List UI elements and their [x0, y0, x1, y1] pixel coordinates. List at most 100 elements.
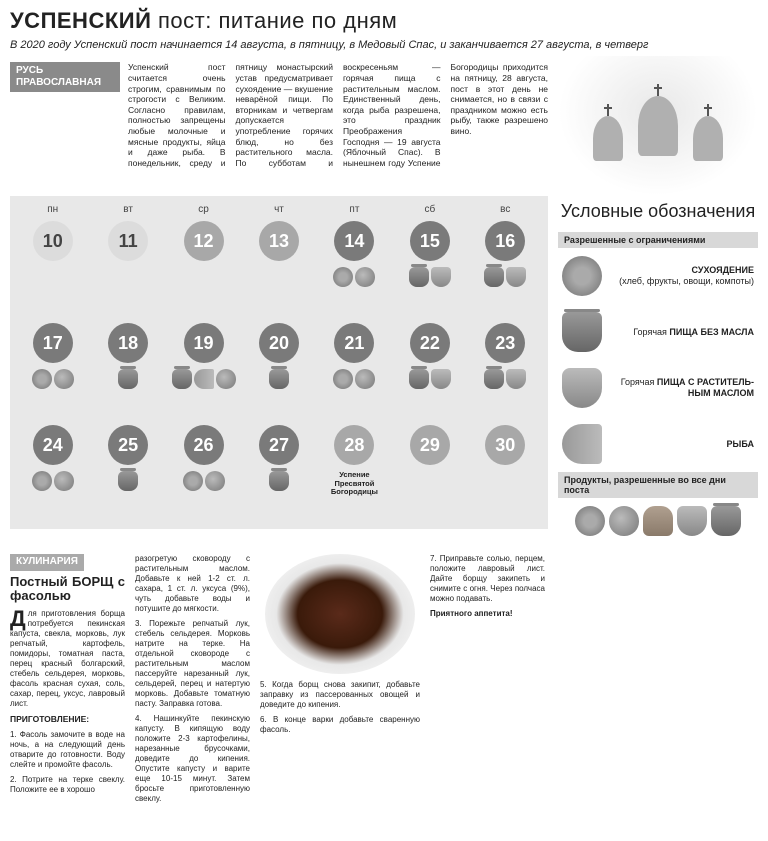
page-root: УСПЕНСКИЙ пост: питание по дням В 2020 г…: [0, 0, 768, 819]
cabbage-icon: [32, 471, 52, 491]
title-bold: УСПЕНСКИЙ: [10, 8, 151, 33]
food-icons: [269, 369, 289, 389]
intro-block: РУСЬ ПРАВОСЛАВНАЯ Успенский пост считает…: [0, 56, 558, 196]
recipe-ingredients: Для приготовления борща потребуется пеки…: [10, 609, 125, 709]
page-subtitle: В 2020 году Успенский пост начинается 14…: [10, 38, 758, 52]
day-number: 16: [485, 221, 525, 261]
oil-icon: [506, 369, 526, 389]
weekday-label: сб: [395, 204, 464, 215]
calendar-cell: 10: [18, 221, 87, 317]
legend-item: РЫБА: [558, 416, 758, 472]
recipe-col-1: КУЛИНАРИЯ Постный БОРЩ с фасолью Для при…: [10, 554, 125, 800]
pot-icon: [269, 471, 289, 491]
recipe-step-3: 3. Порежьте репчатый лук, стебель сельде…: [135, 619, 250, 709]
recipe-col-4: 7. Приправьте солью, перцем, положите ла…: [430, 554, 545, 624]
food-icons: [183, 471, 225, 491]
allowed-foods-row: [558, 498, 758, 544]
oil-icon: [677, 506, 707, 536]
recipe-step-2: 2. Потрите на терке свеклу. Положите ее …: [10, 775, 125, 795]
recipe-label: КУЛИНАРИЯ: [10, 554, 84, 571]
food-icons: [32, 369, 74, 389]
day-number: 13: [259, 221, 299, 261]
pot-icon: [711, 506, 741, 536]
legend-text: Горячая ПИЩА С РАСТИТЕЛЬ-НЫМ МАСЛОМ: [610, 377, 754, 399]
legend-items: СУХОЯДЕНИЕ(хлеб, фрукты, овощи, компоты)…: [558, 248, 758, 472]
calendar-cell: 30: [471, 425, 540, 521]
intro-label: РУСЬ ПРАВОСЛАВНАЯ: [10, 62, 120, 92]
calendar-cell: 13: [244, 221, 313, 317]
day-number: 12: [184, 221, 224, 261]
day-number: 21: [334, 323, 374, 363]
recipe-step-2b: разогретую сковороду с растительным масл…: [135, 554, 250, 614]
pot-icon: [409, 267, 429, 287]
calendar-cell: 14: [320, 221, 389, 317]
pot-icon: [484, 267, 504, 287]
legend-text: СУХОЯДЕНИЕ(хлеб, фрукты, овощи, компоты): [610, 265, 754, 287]
day-number: 19: [184, 323, 224, 363]
day-number: 29: [410, 425, 450, 465]
weekday-label: пн: [18, 204, 87, 215]
apple-icon: [355, 267, 375, 287]
calendar-cell: 22: [395, 323, 464, 419]
oil-icon: [431, 267, 451, 287]
recipe-row: КУЛИНАРИЯ Постный БОРЩ с фасолью Для при…: [0, 544, 768, 819]
food-icons: [172, 369, 236, 389]
day-number: 22: [410, 323, 450, 363]
weekday-label: вт: [93, 204, 162, 215]
pot-icon: [118, 471, 138, 491]
pot-icon: [172, 369, 192, 389]
day-number: 25: [108, 425, 148, 465]
food-icons: [118, 471, 138, 491]
legend-panel: Условные обозначения Разрешенные с огран…: [558, 196, 758, 544]
calendar-cell: 23: [471, 323, 540, 419]
calendar-cell: 12: [169, 221, 238, 317]
oil-icon: [431, 369, 451, 389]
food-icons: [333, 267, 375, 287]
recipe-step-1: 1. Фасоль замочите в воде на ночь, а на …: [10, 730, 125, 770]
calendar-cell: 19: [169, 323, 238, 419]
day-number: 28: [334, 425, 374, 465]
weekday-label: вс: [471, 204, 540, 215]
title-rest: пост: питание по дням: [151, 8, 397, 33]
calendar-cell: 29: [395, 425, 464, 521]
food-icons: [118, 369, 138, 389]
apple-icon: [609, 506, 639, 536]
recipe-step-5: 5. Когда борщ снова закипит, добавьте за…: [260, 680, 420, 710]
legend-section-allowed: Продукты, разрешенные во все дни поста: [558, 472, 758, 498]
main-row: пнвтсрчтптсбвс 1011121314151617181920212…: [0, 196, 768, 544]
cabbage-icon: [575, 506, 605, 536]
food-icons: [333, 369, 375, 389]
calendar-cell: 24: [18, 425, 87, 521]
legend-text: РЫБА: [610, 439, 754, 450]
page-title: УСПЕНСКИЙ пост: питание по дням: [10, 8, 758, 34]
day-number: 10: [33, 221, 73, 261]
recipe-step-4: 4. Нашинкуйте пекинскую капусту. В кипящ…: [135, 714, 250, 804]
header: УСПЕНСКИЙ пост: питание по дням В 2020 г…: [0, 0, 768, 56]
pot-icon: [269, 369, 289, 389]
food-icons: [484, 267, 526, 287]
day-number: 27: [259, 425, 299, 465]
bread-icon: [643, 506, 673, 536]
calendar-cell: 15: [395, 221, 464, 317]
calendar-cell: 18: [93, 323, 162, 419]
cabbage-icon: [32, 369, 52, 389]
recipe-step-7: 7. Приправьте солью, перцем, положите ла…: [430, 554, 545, 604]
legend-item: Горячая ПИЩА БЕЗ МАСЛА: [558, 304, 758, 360]
calendar-cell: 16: [471, 221, 540, 317]
recipe-image-col: 5. Когда борщ снова закипит, добавьте за…: [260, 554, 420, 740]
recipe-step-6: 6. В конце варки добавьте сваренную фасо…: [260, 715, 420, 735]
day-number: 30: [485, 425, 525, 465]
calendar-cell: 25: [93, 425, 162, 521]
day-number: 26: [184, 425, 224, 465]
calendar-weekday-row: пнвтсрчтптсбвс: [18, 204, 540, 215]
day-number: 14: [334, 221, 374, 261]
apple-icon: [54, 369, 74, 389]
pot-icon: [484, 369, 504, 389]
day-number: 11: [108, 221, 148, 261]
calendar-cell: 11: [93, 221, 162, 317]
cabbage-icon: [562, 256, 602, 296]
calendar-grid: 10111213141516171819202122232425262728Ус…: [18, 221, 540, 521]
calendar-cell: 26: [169, 425, 238, 521]
recipe-title: Постный БОРЩ с фасолью: [10, 575, 125, 604]
calendar-cell: 28Успение Пресвятой Богородицы: [320, 425, 389, 521]
